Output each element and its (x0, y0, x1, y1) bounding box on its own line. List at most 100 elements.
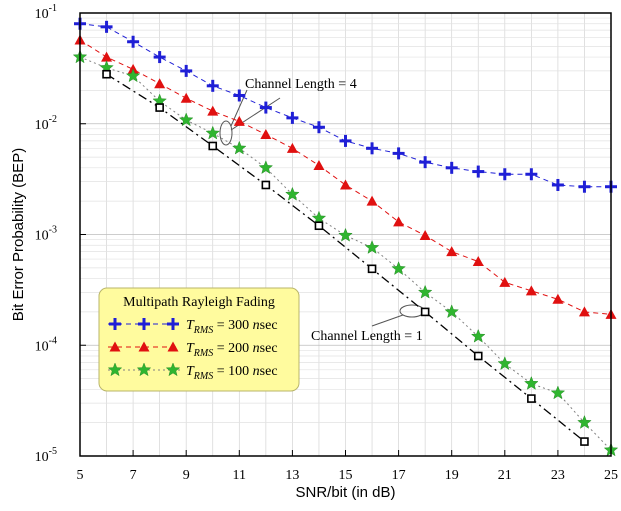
data-point (233, 89, 246, 102)
data-point (167, 341, 179, 352)
series-line (79, 56, 612, 451)
data-point (392, 147, 405, 160)
data-point (419, 229, 431, 240)
data-point (552, 293, 564, 304)
data-point (446, 246, 458, 257)
data-point (445, 161, 458, 174)
annotation-ellipse (399, 304, 425, 318)
series-triangle (74, 34, 617, 319)
data-point (258, 160, 274, 175)
data-point (207, 105, 219, 116)
data-point (527, 394, 536, 403)
data-point (233, 115, 245, 126)
data-point (497, 356, 513, 371)
data-point (313, 159, 325, 170)
data-point (470, 328, 486, 343)
data-point (580, 437, 589, 446)
data-point (338, 227, 353, 242)
data-point (366, 195, 378, 206)
x-tick-label: 25 (604, 468, 618, 483)
data-point (472, 165, 485, 178)
data-point (285, 186, 300, 201)
data-point (208, 141, 218, 151)
data-point (498, 168, 511, 181)
data-point (167, 318, 179, 330)
data-point (314, 221, 324, 231)
data-point (180, 92, 192, 103)
data-point (259, 101, 272, 114)
data-point (472, 256, 484, 267)
annotation-ellipse (219, 120, 233, 146)
series-group (72, 17, 619, 457)
data-point (231, 140, 247, 155)
legend-label: TRMS = 200 nsec (186, 341, 278, 359)
annotation-channel-length-1: Channel Length = 1 (311, 329, 423, 344)
data-point (260, 128, 272, 139)
y-tick-label: 10-2 (35, 114, 57, 133)
data-point (550, 385, 566, 400)
data-point (578, 180, 591, 193)
data-point (127, 35, 140, 48)
data-point (107, 362, 123, 377)
data-point (366, 142, 379, 155)
data-point (206, 79, 219, 92)
legend-entry: TRMS = 300 nsec (108, 318, 278, 336)
data-point (444, 304, 460, 319)
data-point (551, 178, 564, 191)
data-point (525, 168, 538, 181)
data-point (109, 341, 121, 352)
legend-box (98, 287, 300, 392)
x-tick-label: 13 (285, 468, 299, 483)
data-point (165, 362, 181, 377)
data-point (136, 362, 152, 377)
x-tick-label: 5 (77, 468, 84, 483)
plot-frame (79, 12, 612, 457)
data-point (367, 264, 377, 274)
data-point (391, 261, 406, 276)
data-point (417, 284, 433, 299)
y-axis-ticks: 10-1 10-2 10-3 10-4 10-5 (35, 3, 86, 465)
x-tick-label: 19 (445, 468, 459, 483)
annotation-channel-length-4: Channel Length = 4 (245, 77, 357, 92)
x-axis-title: SNR/bit (in dB) (295, 484, 395, 501)
series-square (102, 69, 589, 446)
legend-label: TRMS = 300 nsec (186, 318, 278, 336)
x-tick-label: 9 (183, 468, 190, 483)
y-axis-title: Bit Error Probability (BEP) (10, 148, 27, 321)
data-point (109, 318, 121, 330)
x-tick-label: 11 (233, 468, 246, 483)
data-point (125, 68, 141, 83)
legend-label: TRMS = 100 nsec (186, 364, 278, 382)
data-point (339, 134, 352, 147)
data-point (578, 306, 590, 317)
annotation-leader (371, 314, 404, 327)
data-point (261, 180, 271, 190)
data-point (364, 240, 380, 254)
data-point (138, 341, 150, 352)
data-point (577, 414, 592, 429)
data-point (312, 121, 325, 134)
data-point (138, 318, 150, 330)
x-axis-ticks: 5 7 9 11 13 15 17 19 21 23 25 (77, 450, 618, 483)
data-point (311, 210, 327, 225)
annotations: Channel Length = 4 Channel Length = 1 (219, 77, 425, 344)
y-tick-label: 10-1 (35, 3, 57, 22)
legend: Multipath Rayleigh Fading TRMS = 300 nsec… (98, 287, 300, 392)
data-point (154, 78, 166, 89)
y-tick-label: 10-5 (35, 446, 57, 465)
data-point (101, 51, 113, 62)
data-point (393, 216, 405, 227)
data-point (100, 20, 113, 33)
data-point (419, 156, 432, 169)
data-point (178, 112, 194, 127)
x-tick-label: 17 (392, 468, 406, 483)
data-point (340, 179, 351, 190)
data-point (153, 51, 166, 64)
series-line (106, 73, 585, 443)
data-point (499, 276, 511, 287)
x-tick-label: 23 (551, 468, 565, 483)
legend-title: Multipath Rayleigh Fading (123, 295, 275, 310)
y-tick-label: 10-3 (35, 225, 57, 244)
data-point (286, 111, 299, 124)
